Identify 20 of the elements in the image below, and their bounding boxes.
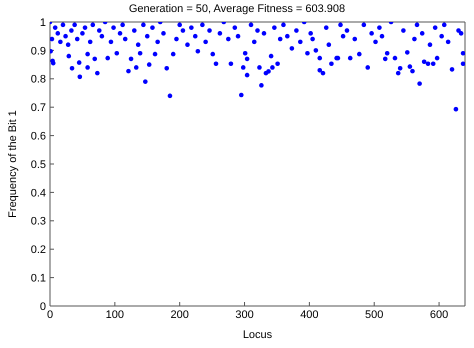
y-tick-label: 0.9 (30, 45, 46, 58)
x-axis-title: Locus (242, 329, 273, 341)
y-tick-label: 1 (40, 16, 46, 29)
x-tick-label: 100 (106, 308, 124, 321)
x-tick-label: 400 (300, 308, 319, 321)
x-tick-label: 500 (365, 308, 384, 321)
y-tick-label: 0.1 (30, 272, 46, 285)
y-tick-label: 0.5 (30, 158, 46, 171)
y-tick-label: 0.6 (30, 130, 46, 143)
y-axis-title: Frequency of the Bit 1 (6, 110, 19, 218)
y-tick-label: 0.7 (30, 102, 46, 114)
x-tick-label: 300 (235, 308, 254, 321)
y-tick-label: 0.3 (30, 216, 46, 228)
y-tick-label: 0 (40, 300, 46, 313)
y-tick-label: 0.8 (30, 74, 46, 86)
y-tick-label: 0.2 (30, 244, 46, 256)
y-tick-label: 0.4 (30, 187, 46, 200)
x-tick-label: 600 (430, 308, 448, 321)
chart-title: Generation = 50, Average Fitness = 603.908 (128, 2, 346, 16)
x-tick-label: 200 (170, 308, 189, 321)
